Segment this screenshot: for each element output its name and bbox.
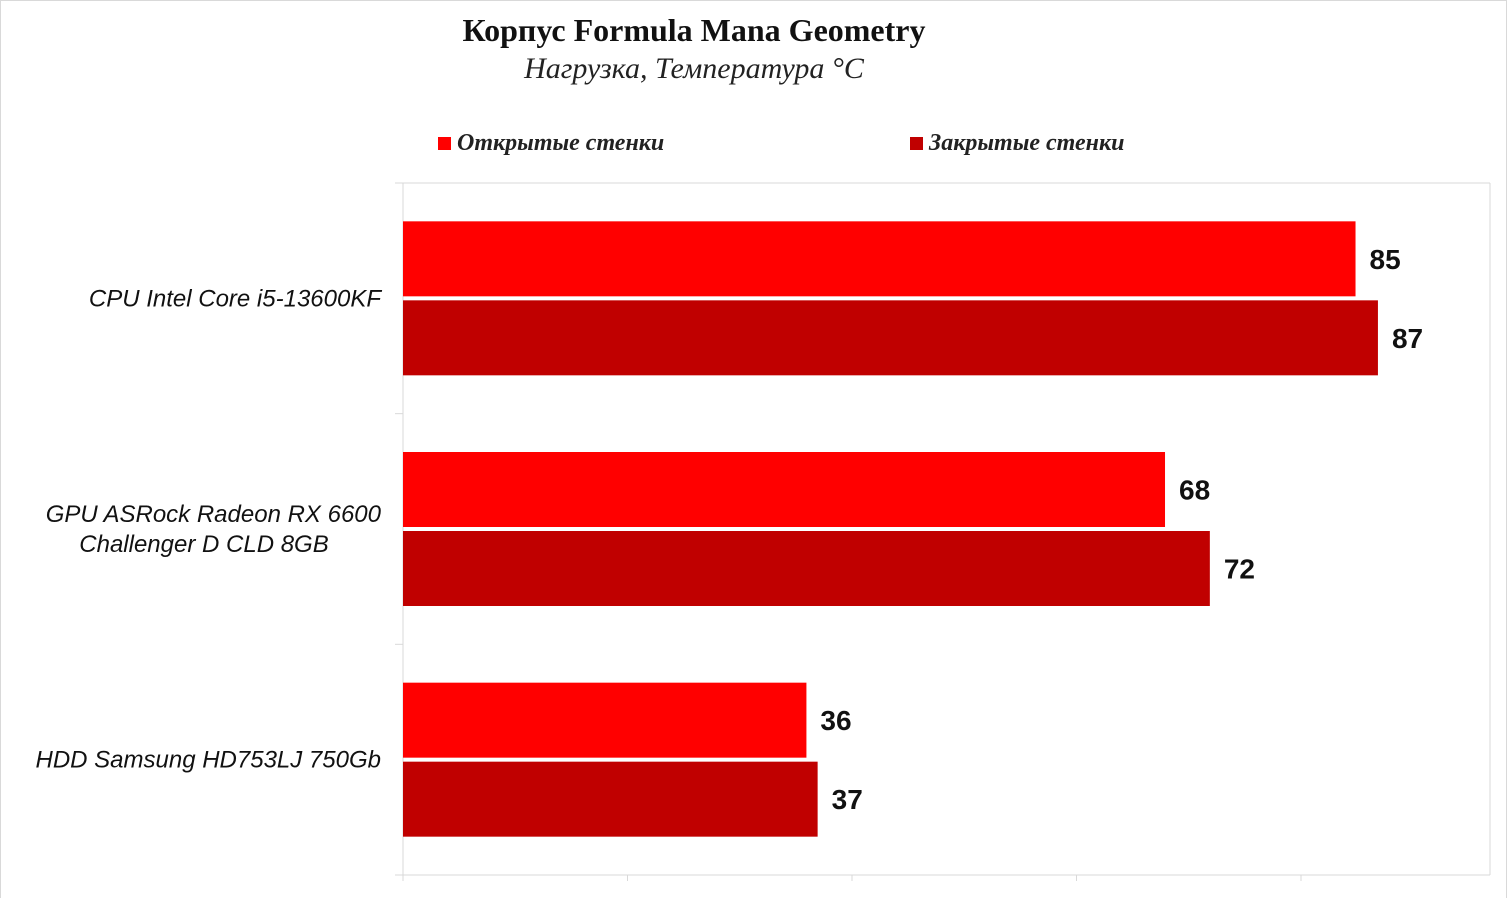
value-label-closed-2: 37 bbox=[832, 784, 863, 815]
chart-subtitle: Нагрузка, Температура °C bbox=[524, 52, 864, 85]
chart-title: Корпус Formula Mana Geometry bbox=[462, 12, 926, 48]
bar-open-1 bbox=[403, 452, 1166, 527]
bar-closed-2 bbox=[403, 761, 818, 837]
value-label-open-1: 68 bbox=[1179, 475, 1210, 506]
value-label-closed-0: 87 bbox=[1392, 323, 1423, 354]
bar-closed-1 bbox=[403, 531, 1210, 606]
legend-item-open: Открытые стенки bbox=[438, 130, 664, 157]
legend-swatch-open bbox=[438, 137, 451, 150]
category-label-0-0: CPU Intel Core i5-13600KF bbox=[89, 285, 382, 312]
bar-open-0 bbox=[403, 221, 1356, 297]
value-label-open-2: 36 bbox=[820, 705, 851, 736]
value-label-open-0: 85 bbox=[1370, 244, 1401, 275]
category-label-1-1: Challenger D CLD 8GB bbox=[79, 531, 328, 558]
legend-label-open: Открытые стенки bbox=[457, 130, 665, 156]
legend-item-closed: Закрытые стенки bbox=[910, 130, 1125, 157]
category-label-2-0: HDD Samsung HD753LJ 750Gb bbox=[35, 747, 381, 774]
bar-closed-0 bbox=[403, 300, 1378, 376]
value-label-closed-1: 72 bbox=[1224, 554, 1255, 585]
bar-open-2 bbox=[403, 682, 807, 758]
legend-label-closed: Закрытые стенки bbox=[929, 130, 1125, 156]
category-label-1-0: GPU ASRock Radeon RX 6600 bbox=[46, 501, 382, 528]
legend-swatch-closed bbox=[910, 137, 923, 150]
